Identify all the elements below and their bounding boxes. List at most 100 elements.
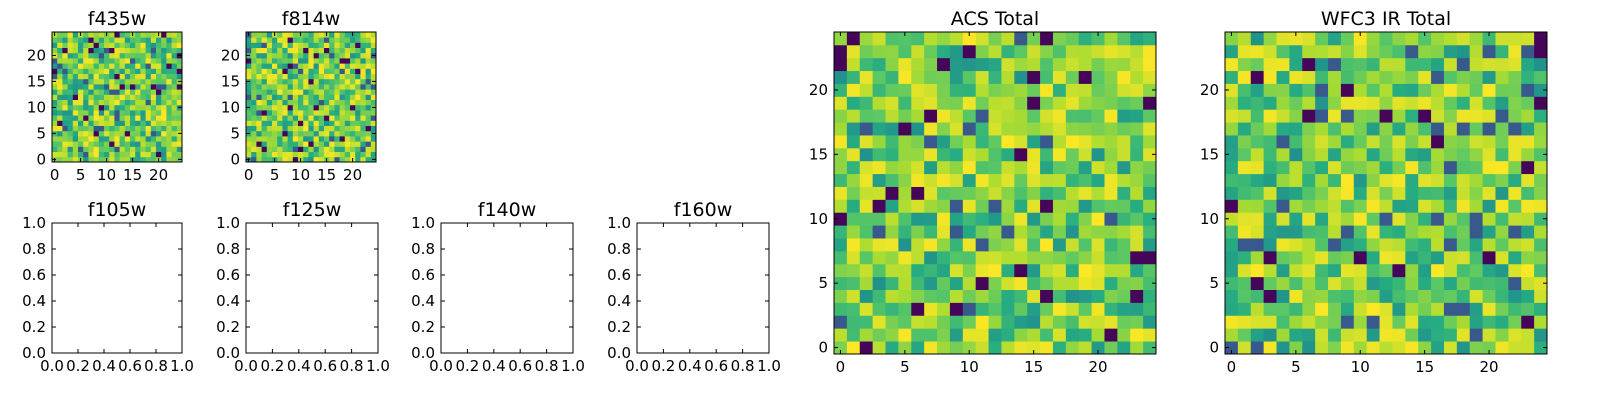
heatmap-cell: [937, 289, 951, 303]
heatmap-cell: [975, 341, 989, 355]
heatmap-cell: [277, 84, 283, 90]
heatmap-cell: [1225, 238, 1239, 252]
heatmap-cell: [246, 73, 252, 80]
heatmap-cell: [72, 136, 79, 142]
heatmap-cell: [1117, 135, 1131, 149]
heatmap-cell: [1104, 289, 1118, 303]
heatmap-cell: [872, 70, 886, 84]
heatmap-cell: [1225, 302, 1239, 316]
heatmap-cell: [360, 146, 366, 152]
heatmap-cell: [298, 141, 304, 147]
heatmap-cell: [272, 115, 278, 121]
x-tick-label: 20: [149, 166, 168, 184]
heatmap-cell: [1379, 122, 1393, 136]
heatmap-cell: [1143, 160, 1157, 175]
heatmap-cell: [266, 32, 273, 38]
heatmap-cell: [1302, 135, 1316, 149]
heatmap-cell: [1078, 70, 1092, 84]
heatmap-cell: [109, 68, 115, 74]
heatmap-cell: [135, 130, 141, 137]
heatmap-cell: [1091, 96, 1105, 110]
heatmap-cell: [1001, 109, 1015, 123]
heatmap-cell: [1366, 44, 1380, 59]
heatmap-cell: [1392, 122, 1406, 136]
heatmap-cell: [1276, 238, 1290, 252]
heatmap-cell: [1001, 328, 1015, 342]
x-tick-label: 0.4: [482, 357, 506, 375]
heatmap-cell: [161, 78, 167, 85]
heatmap-cell: [266, 47, 273, 54]
heatmap-cell: [1276, 328, 1290, 342]
heatmap-cell: [329, 52, 335, 59]
heatmap-cell: [246, 89, 252, 95]
heatmap-cell: [872, 238, 886, 252]
heatmap-cell: [287, 130, 294, 137]
heatmap-cell: [119, 156, 126, 163]
heatmap-cell: [949, 122, 964, 136]
heatmap-cell: [62, 146, 68, 152]
heatmap-cell: [937, 160, 951, 175]
heatmap-cell: [272, 136, 278, 142]
heatmap-cell: [93, 156, 100, 163]
heatmap-cell: [313, 42, 320, 48]
heatmap-cell: [1405, 160, 1419, 175]
heatmap-cell: [140, 63, 146, 69]
heatmap-cell: [318, 89, 325, 95]
heatmap-cell: [911, 147, 925, 162]
heatmap-cell: [1250, 276, 1265, 290]
heatmap-cell: [1302, 32, 1316, 46]
heatmap-cell: [72, 42, 79, 48]
heatmap-cell: [1508, 32, 1522, 46]
heatmap-cell: [1065, 276, 1080, 290]
heatmap-cell: [57, 52, 63, 59]
heatmap-cell: [859, 160, 874, 175]
heatmap-cell: [88, 37, 94, 43]
heatmap-cell: [885, 147, 899, 162]
heatmap-cell: [1353, 83, 1368, 97]
heatmap-cell: [303, 156, 309, 163]
heatmap-cell: [145, 151, 152, 158]
heatmap-cell: [256, 94, 262, 100]
heatmap-cell: [1143, 186, 1157, 200]
heatmap-cell: [350, 84, 356, 90]
y-tick-label: 0: [36, 150, 46, 168]
heatmap-cell: [277, 115, 283, 121]
heatmap-cell: [166, 52, 172, 59]
heatmap-cell: [318, 68, 325, 74]
heatmap-cell: [885, 238, 899, 252]
heatmap-cell: [1469, 96, 1483, 110]
heatmap-cell: [124, 68, 131, 74]
heatmap-cell: [1534, 173, 1548, 187]
heatmap-cell: [370, 115, 377, 121]
heatmap-cell: [176, 120, 183, 126]
heatmap-cell: [1078, 199, 1092, 213]
heatmap-cell: [1302, 57, 1316, 72]
heatmap-cell: [1443, 147, 1458, 162]
heatmap-cell: [1353, 32, 1368, 46]
heatmap-cell: [334, 156, 340, 163]
heatmap-cell: [104, 125, 110, 132]
heatmap-cell: [256, 47, 262, 54]
heatmap-cell: [988, 212, 1002, 226]
heatmap-cell: [261, 47, 268, 54]
heatmap-cell: [1366, 276, 1380, 290]
heatmap-cell: [318, 110, 325, 116]
heatmap-cell: [93, 52, 100, 59]
heatmap-cell: [1289, 147, 1303, 162]
heatmap-cell: [78, 58, 84, 64]
heatmap-cell: [93, 73, 100, 80]
heatmap-cell: [67, 89, 74, 95]
heatmap-cell: [1534, 328, 1548, 342]
heatmap-cell: [1014, 341, 1028, 355]
heatmap-cell: [109, 32, 115, 38]
heatmap-cell: [1237, 135, 1252, 149]
heatmap-cell: [1091, 70, 1105, 84]
heatmap-cell: [1250, 199, 1265, 213]
y-tick-label: 20: [27, 46, 46, 64]
heatmap-cell: [365, 99, 372, 106]
heatmap-cell: [166, 37, 172, 43]
heatmap-cell: [339, 42, 346, 48]
heatmap-cell: [72, 146, 79, 152]
heatmap-cell: [266, 115, 273, 121]
heatmap-cell: [1078, 122, 1092, 136]
